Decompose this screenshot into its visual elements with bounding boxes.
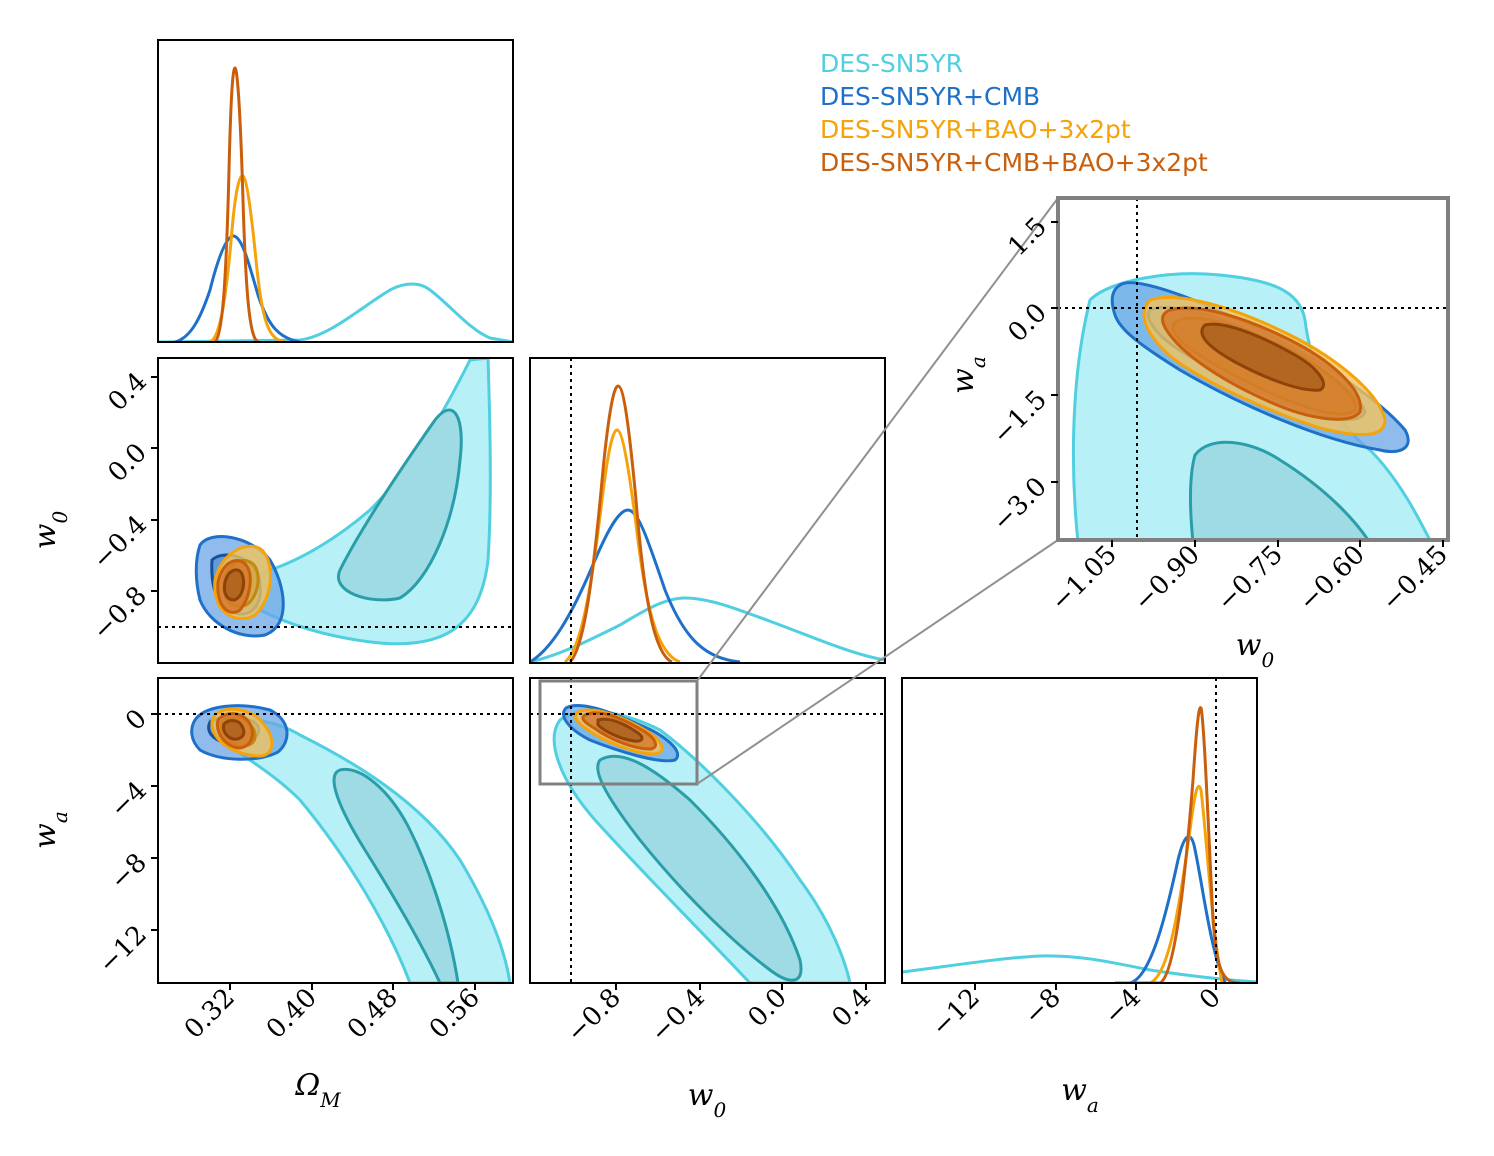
wa-y-tick-label: −8 [105,848,153,896]
contour68-full-wa-w0 [596,717,644,743]
pdf-full-omega-m [213,66,259,342]
contour68-full-w0-om [222,568,246,602]
panel-omega-m-hist [157,39,514,343]
omega-m-x-tick-label: 0.40 [261,983,323,1045]
wa-y-tick-label: −4 [105,776,153,824]
axis-label-wa-y: wa [28,811,72,849]
w0-x-tick-label: 0.4 [826,983,876,1033]
w0-y-tick-label: −0.8 [87,581,153,647]
legend-item-full: DES-SN5YR+CMB+BAO+3x2pt [820,148,1208,177]
w0-y-tick-label: 0.0 [102,438,152,488]
frame-wa-vs-w0 [529,677,886,984]
zoom-region-box [538,679,699,786]
axis-label-omega-m: ΩM [294,1068,341,1112]
zoom-connector-top [696,197,1059,682]
pdf-cmb-omega-m [174,234,301,342]
inset-wa-y-tick-label: −3.0 [987,472,1053,538]
omega-m-x-tick-label: 0.48 [342,983,404,1045]
w0-y-tick-label: 0.4 [102,367,152,417]
omega-m-x-tick-label: 0.56 [424,983,486,1045]
w0-x-tick-label: −0.4 [645,983,711,1049]
w0-x-tick-label: −0.8 [561,983,627,1049]
legend-item-cmb: DES-SN5YR+CMB [820,82,1040,111]
frame-wa-vs-omega-m [157,677,514,984]
inset-wa-y-tick-label: 0.0 [1002,298,1052,348]
wa-y-tick-label: −12 [93,920,153,980]
contour68-des-sn5yr-w0-om [336,408,463,602]
axis-label-w0-y: w0 [28,511,72,550]
wa-x-tick-label: −4 [1099,983,1147,1031]
frame-w0-vs-omega-m [157,357,514,664]
inset-axis-label-w0: w0 [1236,628,1275,672]
frame-wa-hist [901,677,1258,984]
legend-item-bao: DES-SN5YR+BAO+3x2pt [820,115,1131,144]
panel-wa-vs-omega-m [157,677,514,984]
panel-w0-hist [529,357,886,664]
legend-item-des-sn5yr: DES-SN5YR [820,49,963,78]
inset-w0-x-tick-label: −0.75 [1211,540,1289,618]
inset-contour68-des-sn5yr [1188,440,1370,540]
panel-wa-vs-w0 [529,677,886,984]
frame-inset [1056,196,1450,542]
contour68-des-sn5yr-wa-w0 [596,754,803,982]
inset-axis-label-wa: wa [946,356,990,394]
pdf-cmb-w0 [530,508,741,663]
inset-w0-x-tick-label: −0.60 [1293,540,1371,618]
pdf-des-sn5yr-omega-m [158,282,513,342]
pdf-des-sn5yr-wa [902,954,1257,983]
wa-x-tick-label: −12 [926,983,986,1043]
w0-y-tick-label: −0.4 [87,510,153,576]
pdf-des-sn5yr-w0 [530,596,885,663]
wa-x-tick-label: 0 [1194,983,1227,1016]
inset-w0-x-tick-label: −0.90 [1128,540,1206,618]
wa-x-tick-label: −8 [1019,983,1067,1031]
inset-w0-x-tick-label: −1.05 [1045,540,1123,618]
axis-label-wa-x: wa [1061,1073,1099,1117]
inset-contour68-full [1200,322,1326,392]
w0-x-tick-label: 0.0 [742,983,792,1033]
contour68-full-wa-om [222,719,246,741]
wa-y-tick-label: 0 [120,704,153,737]
panel-w0-vs-omega-m [157,357,514,664]
inset-wa-y-tick-label: 1.5 [1002,212,1052,262]
zoom-connector-bottom [696,539,1059,785]
frame-w0-hist [529,357,886,664]
frame-omega-m-hist [157,39,514,343]
contour68-des-sn5yr-wa-om [332,767,460,983]
pdf-full-w0 [568,384,673,663]
legend: DES-SN5YR DES-SN5YR+CMB DES-SN5YR+BAO+3x… [820,49,1208,177]
panel-wa-hist [901,677,1258,984]
inset-w0-x-tick-label: −0.45 [1376,540,1454,618]
inset-wa-y-tick-label: −1.5 [987,385,1053,451]
pdf-full-wa [1115,706,1241,983]
axis-label-w0-x: w0 [688,1078,727,1122]
omega-m-x-tick-label: 0.32 [179,983,241,1045]
panel-inset-wa-vs-w0 [1056,196,1450,542]
